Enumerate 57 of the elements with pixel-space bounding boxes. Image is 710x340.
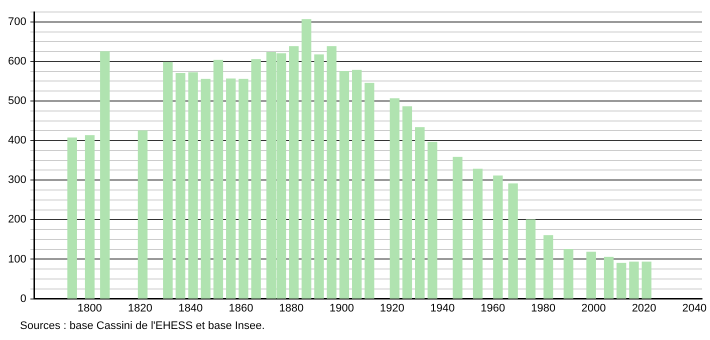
y-tick-label: 700: [8, 16, 26, 28]
bar: [251, 59, 261, 299]
bar: [428, 142, 438, 299]
source-note: Sources : base Cassini de l'EHESS et base Insee.: [20, 320, 265, 332]
x-tick-label: 1960: [480, 302, 506, 314]
bar: [616, 262, 626, 299]
bar: [326, 46, 336, 299]
x-tick-label: 2000: [581, 302, 606, 314]
bar: [629, 262, 639, 299]
x-tick-label: 2040: [682, 302, 707, 314]
bar: [238, 78, 248, 299]
bar: [364, 82, 374, 299]
bar: [586, 252, 596, 299]
bar: [138, 130, 148, 299]
bar: [526, 219, 536, 299]
x-tick-label: 1860: [228, 302, 254, 314]
bar: [289, 46, 299, 299]
bar: [84, 135, 95, 299]
y-tick-label: 300: [8, 174, 26, 186]
y-tick-label: 600: [8, 55, 26, 68]
x-tick-label: 1800: [78, 302, 102, 314]
bar: [642, 262, 652, 299]
bar: [302, 19, 312, 299]
bar: [564, 249, 574, 299]
bar: [452, 156, 462, 299]
bar: [508, 183, 518, 299]
bar: [414, 127, 425, 299]
bar: [472, 168, 483, 299]
bar: [543, 235, 554, 299]
bar: [163, 62, 173, 299]
x-tick-label: 1840: [178, 302, 203, 314]
bar: [176, 72, 186, 299]
x-tick-label: 1940: [430, 302, 455, 314]
bar: [604, 256, 614, 299]
bar: [226, 78, 236, 299]
bar: [188, 72, 198, 299]
bar: [493, 175, 503, 299]
x-tick-label: 2020: [632, 302, 656, 314]
bar: [67, 137, 77, 299]
bar: [213, 60, 224, 299]
y-tick-label: 100: [8, 253, 26, 266]
bar: [390, 98, 400, 299]
y-tick-label: 0: [20, 292, 26, 305]
bar: [339, 71, 350, 299]
x-tick-label: 1920: [380, 302, 404, 314]
x-tick-label: 1880: [279, 302, 304, 314]
x-tick-label: 1980: [531, 302, 556, 314]
bar: [100, 51, 110, 299]
bar: [200, 78, 211, 299]
bar: [402, 106, 412, 299]
bar: [314, 54, 324, 299]
bar: [352, 70, 362, 299]
x-tick-label: 1900: [329, 302, 354, 314]
y-tick-label: 200: [8, 214, 26, 226]
y-tick-label: 400: [8, 134, 26, 147]
y-tick-label: 500: [8, 95, 26, 108]
x-tick-label: 1820: [128, 302, 152, 314]
